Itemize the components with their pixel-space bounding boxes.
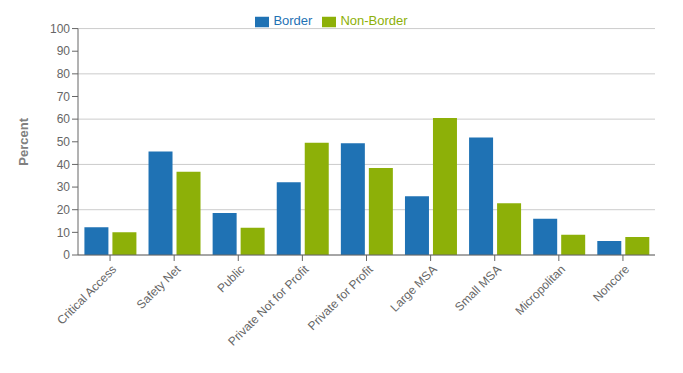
svg-text:Critical Access: Critical Access [54,262,119,327]
svg-text:40: 40 [57,158,71,172]
svg-text:Noncore: Noncore [590,262,632,304]
svg-text:30: 30 [57,180,71,194]
svg-text:0: 0 [63,248,70,262]
svg-text:70: 70 [57,90,71,104]
svg-text:Micropolitan: Micropolitan [512,262,568,318]
svg-text:Private for Profit: Private for Profit [305,262,376,333]
svg-text:10: 10 [57,226,71,240]
svg-text:100: 100 [50,22,70,36]
svg-text:Private Not for Profit: Private Not for Profit [225,262,312,349]
svg-text:20: 20 [57,203,71,217]
svg-text:Public: Public [214,262,247,295]
svg-text:90: 90 [57,44,71,58]
svg-text:Safety Net: Safety Net [134,262,184,312]
html-text:Border: Border [273,13,313,28]
svg-text:60: 60 [57,112,71,126]
svg-text:Small MSA: Small MSA [452,262,504,314]
svg-text:50: 50 [57,135,71,149]
svg-text:Large MSA: Large MSA [387,262,439,314]
svg-text:Percent: Percent [16,117,31,165]
html-text:Non-Border: Non-Border [340,13,408,28]
svg-text:80: 80 [57,67,71,81]
